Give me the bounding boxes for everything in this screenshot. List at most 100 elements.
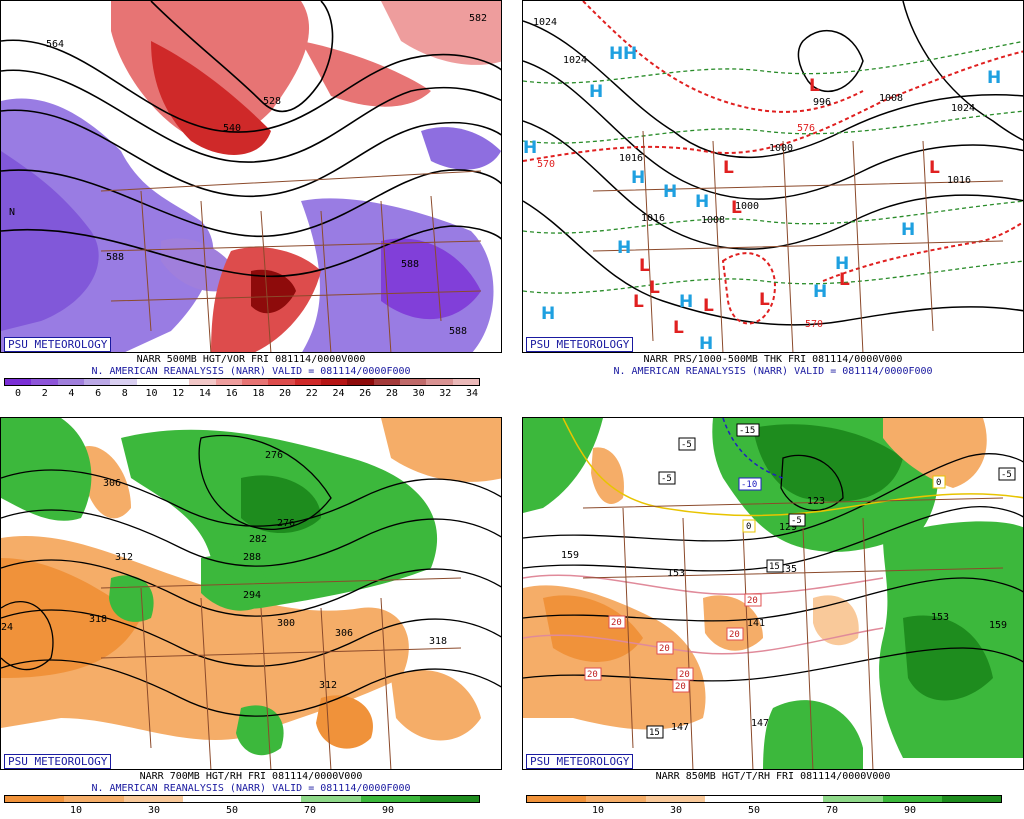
temp-label: 20: [679, 670, 690, 680]
high-pressure-marker: H: [835, 254, 849, 274]
high-pressure-marker: H: [623, 44, 637, 64]
colorbar-swatch: [189, 379, 216, 385]
panel-pressure-thickness: H H H H H H H H H H H H H H H L L L L: [522, 0, 1024, 402]
colorbar-tick-label: 70: [303, 805, 317, 816]
map-label: 582: [469, 13, 487, 24]
temp-label: -15: [739, 426, 755, 436]
colorbar-tick-label: 4: [68, 388, 75, 399]
high-pressure-marker: H: [589, 82, 603, 102]
isobar-label: 996: [813, 97, 831, 108]
colorbar-swatch: [360, 796, 420, 802]
temp-label: 20: [587, 670, 598, 680]
colorbar-swatch: [645, 796, 705, 802]
high-pressure-marker: H: [617, 238, 631, 258]
colorbar-tick-label: 10: [69, 805, 83, 816]
colorbar-swatch: [57, 379, 84, 385]
caption-line-2: N. AMERICAN REANALYSIS (NARR) VALID = 08…: [91, 366, 411, 377]
rh-colorbar: [4, 795, 480, 803]
temp-label: 20: [729, 630, 740, 640]
map-850mb: 159 153 147 147 141 135 129 123 153 159 …: [522, 417, 1024, 770]
map-700mb: 276 306 312 282 288 294 276 318 300 306 …: [0, 417, 502, 770]
map-label: N: [9, 207, 15, 218]
height-label: 159: [989, 620, 1007, 631]
height-label: 288: [243, 552, 261, 563]
colorbar-swatch: [31, 379, 58, 385]
colorbar-tick-label: 2: [41, 388, 48, 399]
height-label: 312: [319, 680, 337, 691]
caption-line-2: N. AMERICAN REANALYSIS (NARR) VALID = 08…: [91, 783, 411, 794]
height-label: 147: [671, 722, 689, 733]
height-label: 276: [265, 450, 283, 461]
height-label: 276: [277, 518, 295, 529]
isobar-label: 1008: [879, 93, 903, 104]
temp-label: -5: [1001, 470, 1012, 480]
temp-label: 0: [746, 522, 751, 532]
colorbar-swatch: [399, 379, 427, 385]
map-500mb: 564 582 540 528 588 588 588 N: [0, 0, 502, 353]
colorbar-swatch: [294, 379, 321, 385]
colorbar-swatch: [241, 379, 269, 385]
height-label: 294: [243, 590, 261, 601]
temp-label-group: -15 -10 -5 -5 -5 -5 0 0 15 15: [584, 423, 1016, 739]
height-label: 153: [667, 568, 685, 579]
height-label: 147: [751, 718, 769, 729]
map-pressure: H H H H H H H H H H H H H H H L L L L: [522, 0, 1024, 353]
colorbar-tick-label: 10: [591, 805, 605, 816]
caption-line-1: NARR PRS/1000-500MB THK FRI 081114/0000V…: [643, 354, 903, 365]
colorbar-swatch: [5, 796, 65, 802]
temp-label: 20: [675, 682, 686, 692]
map-label: 588: [401, 259, 419, 270]
isobar-label: 1000: [769, 143, 793, 154]
low-pressure-marker: L: [839, 270, 850, 290]
temp-label: -5: [681, 440, 692, 450]
height-label: 159: [561, 550, 579, 561]
thickness-label: 570: [805, 319, 823, 330]
height-label: 129: [779, 522, 797, 533]
high-pressure-marker: H: [679, 292, 693, 312]
colorbar-tick-label: 26: [359, 388, 372, 399]
high-pressure-marker: H: [609, 44, 623, 64]
colorbar-swatch: [419, 796, 479, 802]
colorbar-swatch: [764, 796, 824, 802]
colorbar-tick-label: 32: [439, 388, 452, 399]
colorbar-tick-label: 10: [145, 388, 158, 399]
colorbar-swatch: [882, 796, 942, 802]
colorbar-tick-label: 34: [465, 388, 479, 399]
low-pressure-marker: L: [673, 318, 684, 338]
colorbar-swatch: [136, 379, 163, 385]
map-svg-500mb: 564 582 540 528 588 588 588 N: [1, 1, 501, 352]
caption-line-1: NARR 850MB HGT/T/RH FRI 081114/0000V000: [655, 771, 891, 782]
panel-850mb-temp-rh: 159 153 147 147 141 135 129 123 153 159 …: [522, 417, 1024, 819]
caption-line-1: NARR 500MB HGT/VOR FRI 081114/0000V000: [136, 354, 366, 365]
rh-colorbar: [526, 795, 1002, 803]
height-label: 312: [115, 552, 133, 563]
high-pressure-marker: H: [631, 168, 645, 188]
low-pressure-marker: L: [809, 76, 820, 96]
colorbar-swatch: [5, 379, 32, 385]
high-pressure-marker: H: [901, 220, 915, 240]
height-label: 282: [249, 534, 267, 545]
high-pressure-marker: H: [987, 68, 1001, 88]
temp-label: -5: [791, 516, 802, 526]
map-svg-700mb: 276 306 312 282 288 294 276 318 300 306 …: [1, 418, 501, 769]
map-label: 528: [263, 96, 281, 107]
isobar-label: 1024: [533, 17, 557, 28]
isobar-label: 1016: [947, 175, 971, 186]
high-pressure-marker: H: [541, 304, 555, 324]
high-pressure-marker: H: [663, 182, 677, 202]
isobar-label: 1016: [641, 213, 665, 224]
colorbar-swatch: [704, 796, 764, 802]
colorbar-tick-label: 22: [305, 388, 318, 399]
colorbar-swatch: [426, 379, 453, 385]
colorbar-swatch: [162, 379, 190, 385]
map-svg-pressure: H H H H H H H H H H H H H H H L L L L: [523, 1, 1023, 352]
colorbar-tick-label: 12: [172, 388, 185, 399]
temp-label: 20: [747, 596, 758, 606]
temp-label: 0: [936, 478, 941, 488]
panel-500mb-vorticity: 564 582 540 528 588 588 588 N PSU METEOR…: [0, 0, 502, 402]
isobar-label: 1008: [701, 215, 725, 226]
colorbar-tick-label: 90: [381, 805, 395, 816]
height-label: 141: [747, 618, 765, 629]
colorbar-tick-label: 30: [669, 805, 683, 816]
colorbar-swatch: [123, 796, 183, 802]
